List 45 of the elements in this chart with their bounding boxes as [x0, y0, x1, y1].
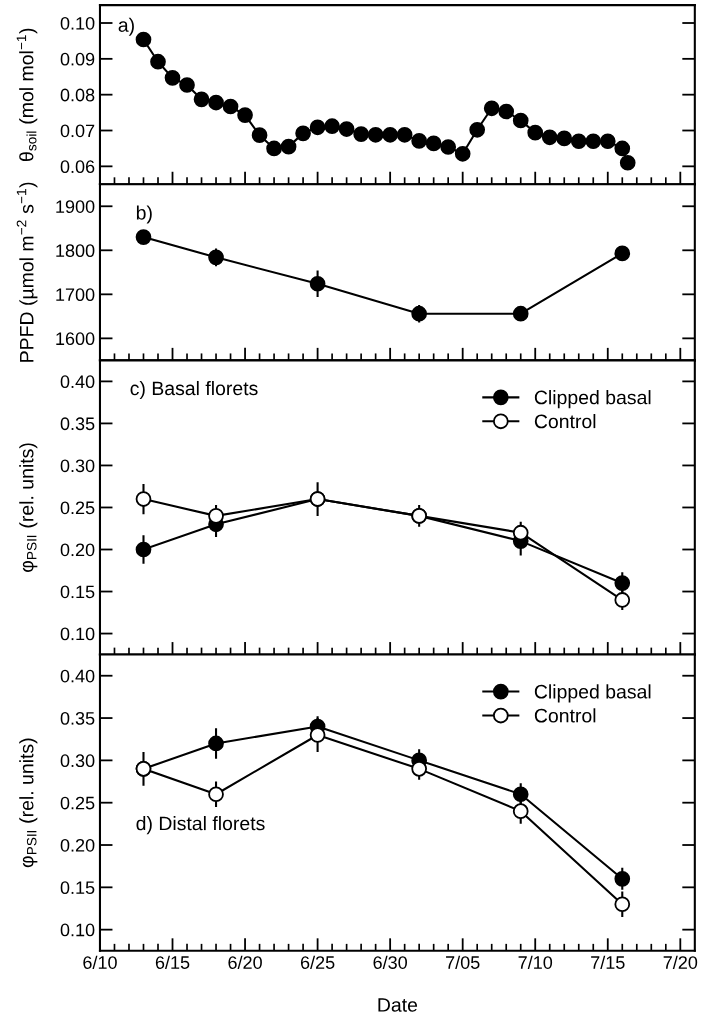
annotation: c) Basal florets: [130, 380, 258, 400]
y-tick-label: 0.20: [60, 543, 95, 557]
legend-label: Control: [534, 414, 596, 429]
x-tick-label: 6/20: [228, 955, 262, 969]
y-axis-title: φ$_{PSII}$ (rel. units): [19, 443, 38, 572]
x-tick-label: 7/20: [663, 955, 698, 969]
x-tick-label: 6/10: [83, 955, 117, 969]
y-tick-label: 0.07: [60, 124, 95, 138]
y-tick-label: 0.10: [60, 16, 95, 30]
y-axis-title: PPFD (µmol m$^{−2}$ s$^{−1}$): [16, 182, 38, 362]
y-tick-label: 0.35: [60, 711, 95, 725]
y-tick-label: 0.10: [60, 923, 95, 937]
y-tick-label: 0.30: [60, 754, 95, 768]
x-tick-label: 6/25: [300, 955, 335, 969]
x-tick-label: 7/05: [446, 955, 480, 969]
y-tick-label: 1800: [56, 244, 95, 258]
legend-label: Clipped basal: [534, 390, 651, 409]
annotation: a): [118, 17, 134, 36]
y-tick-label: 0.06: [60, 160, 95, 174]
y-tick-label: 0.09: [60, 52, 95, 66]
y-tick-label: 0.40: [60, 375, 95, 389]
legend-label: Clipped basal: [534, 684, 651, 703]
x-tick-label: 6/30: [373, 955, 408, 969]
annotation: b): [136, 205, 152, 224]
y-tick-label: 1900: [56, 200, 95, 213]
x-tick-label: 7/15: [591, 955, 625, 969]
x-axis-title: Date: [378, 998, 418, 1012]
x-tick-label: 7/10: [518, 955, 553, 969]
y-tick-label: 0.25: [60, 796, 95, 810]
legend-label: Control: [534, 708, 596, 723]
y-tick-label: 0.40: [60, 669, 95, 683]
y-tick-label: 0.25: [60, 501, 95, 515]
annotation: d) Distal florets: [136, 816, 265, 835]
y-tick-label: 1600: [56, 332, 95, 346]
y-tick-label: 0.15: [60, 585, 95, 599]
y-tick-label: 1700: [56, 288, 95, 302]
y-tick-label: 0.15: [60, 881, 95, 895]
y-tick-label: 0.10: [60, 627, 95, 641]
y-tick-label: 0.08: [60, 88, 95, 102]
x-tick-label: 6/15: [155, 955, 190, 969]
y-tick-label: 0.20: [60, 838, 95, 852]
y-tick-label: 0.30: [60, 459, 95, 473]
y-axis-title: θ$_{soil}$ (mol mol$^{−1}$): [16, 28, 38, 162]
y-tick-label: 0.35: [60, 417, 95, 431]
y-axis-title: φ$_{PSII}$ (rel. units): [19, 738, 38, 868]
